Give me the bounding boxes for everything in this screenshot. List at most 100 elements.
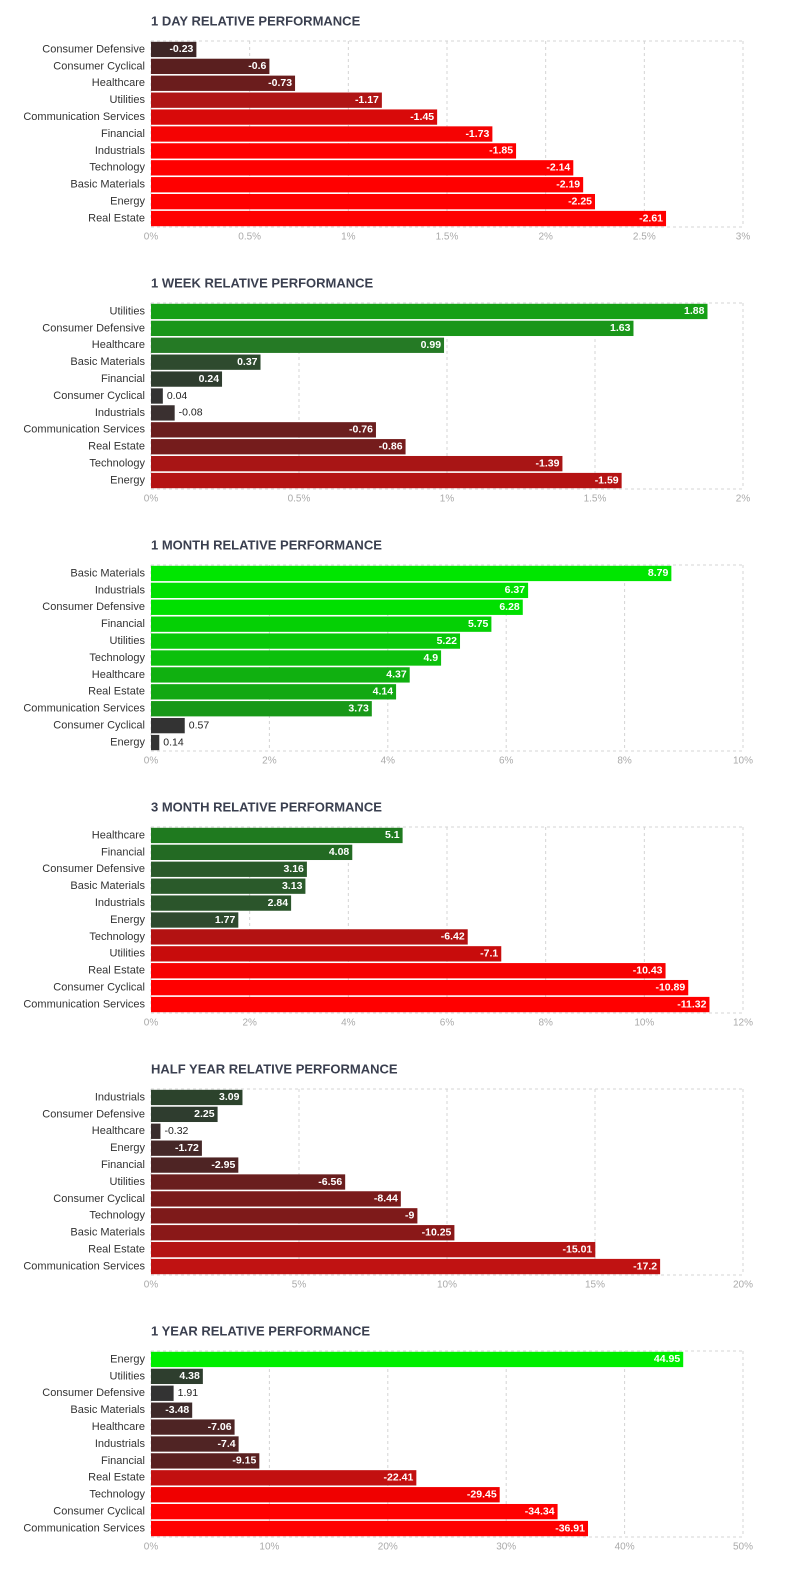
value-label: -2.95 — [211, 1159, 235, 1171]
category-label: Healthcare — [92, 1421, 145, 1433]
bar — [151, 844, 353, 861]
value-label: -3.48 — [165, 1404, 189, 1416]
category-label: Consumer Cyclical — [53, 60, 145, 72]
bar — [151, 422, 376, 438]
value-label: 3.16 — [283, 863, 304, 875]
bar — [151, 827, 403, 844]
bar — [151, 75, 296, 91]
bar — [151, 996, 710, 1013]
value-label: -0.86 — [379, 441, 403, 453]
value-label: 6.37 — [505, 584, 526, 596]
value-label: -7.1 — [480, 948, 498, 960]
bar — [151, 1225, 455, 1241]
value-label: -0.73 — [268, 77, 292, 89]
x-tick-label: 1% — [341, 232, 356, 243]
category-label: Consumer Defensive — [42, 1387, 145, 1399]
category-label: Energy — [110, 914, 145, 926]
category-label: Consumer Cyclical — [53, 390, 145, 402]
value-label: -2.61 — [639, 212, 663, 224]
category-label: Technology — [89, 1210, 145, 1222]
category-label: Energy — [110, 1353, 145, 1365]
category-label: Consumer Cyclical — [53, 982, 145, 994]
category-label: Industrials — [95, 407, 146, 419]
x-tick-label: 8% — [538, 1018, 553, 1029]
bar — [151, 734, 160, 751]
category-label: Healthcare — [92, 77, 145, 89]
category-label: Consumer Cyclical — [53, 1506, 145, 1518]
value-label: -34.34 — [525, 1505, 555, 1517]
category-label: Technology — [89, 162, 145, 174]
value-label: 4.08 — [329, 846, 350, 858]
value-label: -22.41 — [384, 1472, 414, 1484]
value-label: 3.13 — [282, 880, 303, 892]
category-label: Energy — [110, 736, 145, 748]
bar — [151, 701, 372, 717]
value-label: -0.32 — [164, 1125, 188, 1137]
category-label: Consumer Cyclical — [53, 720, 145, 732]
x-tick-label: 0% — [144, 1542, 159, 1553]
value-label: 0.37 — [237, 356, 258, 368]
x-tick-label: 10% — [634, 1018, 654, 1029]
value-label: -2.25 — [568, 195, 592, 207]
category-label: Energy — [110, 196, 145, 208]
value-label: 5.1 — [385, 829, 400, 841]
value-label: -7.4 — [218, 1438, 236, 1450]
chart-title: 1 YEAR RELATIVE PERFORMANCE — [151, 1323, 370, 1338]
x-tick-label: 30% — [496, 1542, 516, 1553]
category-label: Utilities — [110, 948, 146, 960]
value-label: 1.63 — [610, 322, 631, 334]
category-label: Healthcare — [92, 829, 145, 841]
value-label: 4.9 — [423, 652, 438, 664]
x-tick-label: 0.5% — [288, 494, 311, 505]
value-label: -6.42 — [441, 931, 465, 943]
category-label: Industrials — [95, 1091, 146, 1103]
value-label: -10.43 — [633, 965, 663, 977]
value-label: 5.22 — [437, 635, 458, 647]
category-label: Financial — [101, 1159, 145, 1171]
bar — [151, 1106, 218, 1123]
bar — [151, 1385, 174, 1401]
value-label: 0.04 — [167, 390, 188, 402]
category-label: Utilities — [110, 635, 146, 647]
category-label: Basic Materials — [70, 179, 145, 191]
bar — [151, 650, 442, 666]
value-label: 4.38 — [179, 1370, 200, 1382]
category-label: Technology — [89, 1489, 145, 1501]
x-tick-label: 0% — [144, 494, 159, 505]
bar — [151, 878, 306, 894]
value-label: 1.88 — [684, 305, 705, 317]
bar — [151, 1174, 346, 1190]
x-tick-label: 20% — [733, 1280, 753, 1291]
value-label: 6.28 — [499, 601, 520, 613]
x-tick-label: 40% — [615, 1542, 635, 1553]
bar — [151, 439, 406, 455]
category-label: Consumer Defensive — [42, 43, 145, 55]
value-label: 3.73 — [348, 703, 369, 715]
bar — [151, 405, 175, 421]
bar — [151, 388, 163, 404]
chart-title: HALF YEAR RELATIVE PERFORMANCE — [151, 1061, 398, 1076]
category-label: Industrials — [95, 584, 146, 596]
bar — [151, 667, 410, 683]
category-label: Utilities — [110, 1370, 146, 1382]
bar — [151, 1241, 596, 1258]
category-label: Healthcare — [92, 339, 145, 351]
bar — [151, 1258, 661, 1275]
bar — [151, 143, 517, 159]
bar — [151, 1191, 401, 1207]
bar — [151, 92, 382, 108]
category-label: Consumer Defensive — [42, 322, 145, 334]
value-label: -2.19 — [556, 179, 580, 191]
value-label: 0.24 — [199, 373, 220, 385]
value-label: -29.45 — [467, 1489, 497, 1501]
bar — [151, 599, 523, 615]
bar — [151, 1503, 558, 1520]
value-label: 1.77 — [215, 914, 236, 926]
category-label: Basic Materials — [70, 1404, 145, 1416]
chart-title: 1 DAY RELATIVE PERFORMANCE — [151, 13, 361, 28]
value-label: 4.14 — [373, 686, 394, 698]
category-label: Real Estate — [88, 1472, 145, 1484]
category-label: Utilities — [110, 94, 146, 106]
value-label: -15.01 — [563, 1243, 593, 1255]
x-tick-label: 2.5% — [633, 232, 656, 243]
